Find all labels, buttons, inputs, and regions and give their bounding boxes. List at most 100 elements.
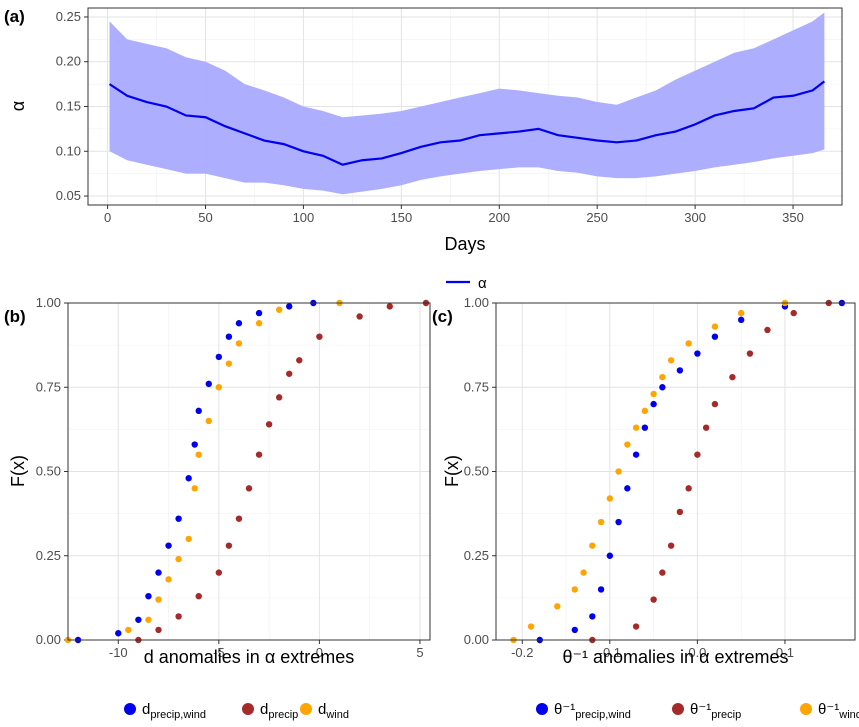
data-point <box>125 626 132 634</box>
data-point <box>641 407 649 415</box>
data-point <box>597 518 605 526</box>
legend-label: θ⁻¹precip,wind <box>554 701 631 721</box>
confidence-band <box>109 12 825 195</box>
data-point <box>606 495 614 502</box>
data-point <box>580 569 587 576</box>
data-point <box>737 316 745 324</box>
x-axis-title: d anomalies in α extremes <box>144 647 355 667</box>
x-tick-label: -5 <box>213 645 225 660</box>
series-group-1 <box>589 299 832 644</box>
data-point <box>685 340 692 347</box>
data-point <box>694 350 701 357</box>
data-point <box>155 626 162 634</box>
data-point <box>729 373 736 381</box>
y-tick-label: 0.05 <box>56 188 81 203</box>
y-tick-label: 0.50 <box>464 464 489 479</box>
data-point <box>205 417 212 425</box>
y-tick-label: 0.50 <box>36 464 61 479</box>
data-point <box>659 569 666 576</box>
data-point <box>265 421 273 428</box>
data-point <box>275 306 283 313</box>
legend-label-base: d <box>318 701 326 718</box>
data-point <box>641 424 649 431</box>
data-point <box>195 451 202 458</box>
data-point <box>650 596 657 603</box>
data-point <box>694 451 701 458</box>
x-tick-label: -0.2 <box>511 645 533 660</box>
legend-label-subscript: precip,wind <box>575 709 631 721</box>
data-point <box>527 623 535 630</box>
panel-label-b: (b) <box>4 307 26 326</box>
data-point <box>356 313 363 320</box>
legend-label-base: d <box>142 701 150 718</box>
data-point <box>195 592 202 600</box>
legend-label: θ⁻¹precip <box>690 701 741 721</box>
data-point <box>286 303 293 310</box>
data-point <box>554 603 561 610</box>
data-point <box>702 424 710 431</box>
panel-border <box>495 302 856 641</box>
data-point <box>175 555 182 563</box>
x-tick-label: 5 <box>416 645 423 660</box>
x-tick-label: 150 <box>390 210 412 225</box>
data-point <box>225 542 233 549</box>
data-point <box>597 586 605 593</box>
data-point <box>316 333 323 340</box>
data-point <box>145 616 152 623</box>
data-point <box>571 586 579 593</box>
series-group-0 <box>74 299 317 644</box>
x-tick-label: 200 <box>488 210 510 225</box>
panel-label-c: (c) <box>432 307 453 326</box>
y-tick-label: 0.25 <box>36 548 61 563</box>
legend-label-subscript: precip <box>711 709 741 721</box>
data-point <box>225 333 233 340</box>
data-point <box>606 552 614 559</box>
x-tick-label: 350 <box>782 210 804 225</box>
legend-label-subscript: wind <box>838 709 859 721</box>
data-point <box>676 508 684 516</box>
legend-label: dprecip <box>260 701 298 721</box>
x-tick-label: 250 <box>586 210 608 225</box>
x-tick-label: 0.0 <box>688 645 706 660</box>
series-group-1 <box>135 299 430 644</box>
data-point <box>296 357 303 364</box>
data-point <box>185 475 192 482</box>
data-point <box>650 400 657 408</box>
y-axis-title: α <box>8 101 28 111</box>
data-point <box>255 309 263 317</box>
data-point <box>764 326 771 334</box>
data-point <box>632 424 640 431</box>
y-tick-label: 1.00 <box>464 295 489 310</box>
data-point <box>589 542 596 549</box>
y-axis-title: F(x) <box>8 455 28 487</box>
data-point <box>746 350 754 357</box>
series-group-2 <box>510 299 789 644</box>
series-line-alpha <box>108 80 826 166</box>
data-point <box>165 576 172 583</box>
data-point <box>155 569 162 576</box>
x-tick-label: 0 <box>316 645 323 660</box>
data-point <box>615 468 622 475</box>
data-point <box>175 613 182 620</box>
data-point <box>659 384 666 391</box>
data-point <box>737 309 745 317</box>
x-tick-label: 0.1 <box>776 645 794 660</box>
data-point <box>115 630 122 637</box>
legend-label-subscript: precip,wind <box>150 709 206 721</box>
x-tick-label: -10 <box>109 645 128 660</box>
legend-key-dot <box>124 703 136 715</box>
data-point <box>225 360 233 367</box>
data-point <box>790 309 797 317</box>
x-tick-label: 100 <box>293 210 315 225</box>
legend-label: dprecip,wind <box>142 701 206 721</box>
legend-key-dot <box>536 703 548 715</box>
legend-label: α <box>478 275 487 292</box>
legend-key-dot <box>800 703 812 715</box>
data-point <box>711 323 719 330</box>
data-point <box>175 515 182 522</box>
y-tick-label: 0.25 <box>464 548 489 563</box>
legend-key-dot <box>242 703 254 715</box>
x-axis-title: θ⁻¹ anomalies in α extremes <box>563 647 789 667</box>
legend-label: dwind <box>318 701 349 721</box>
